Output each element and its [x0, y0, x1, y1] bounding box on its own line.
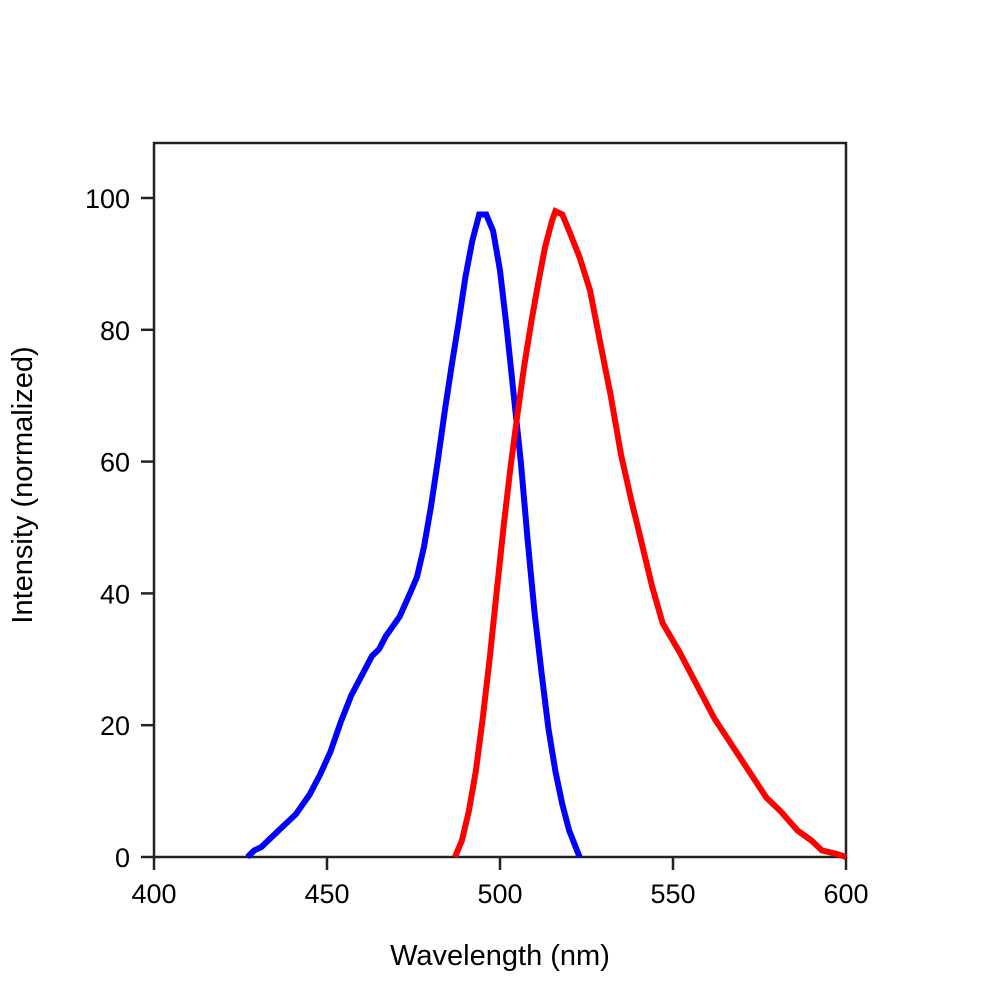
y-tick-label: 100	[85, 184, 130, 214]
x-axis-label: Wavelength (nm)	[390, 940, 610, 972]
plot-frame	[152, 141, 848, 859]
x-tick-label: 550	[650, 879, 695, 909]
x-tick-label: 600	[823, 879, 868, 909]
x-tick-label: 500	[477, 879, 522, 909]
x-axis: 400 450 500 550 600	[131, 857, 869, 909]
y-tick-label: 0	[115, 843, 130, 873]
y-tick-label: 80	[100, 316, 130, 346]
plot-border	[152, 141, 848, 859]
y-tick-label: 40	[100, 579, 130, 609]
x-tick-label: 450	[304, 879, 349, 909]
y-axis: 0 20 40 60 80 100	[85, 184, 154, 873]
y-axis-label: Intensity (normalized)	[7, 346, 39, 623]
series-layer	[245, 207, 847, 860]
series-emission-line	[452, 207, 847, 860]
y-tick-label: 60	[100, 448, 130, 478]
x-tick-label: 400	[131, 879, 176, 909]
y-tick-label: 20	[100, 711, 130, 741]
series-excitation-line	[245, 211, 583, 860]
